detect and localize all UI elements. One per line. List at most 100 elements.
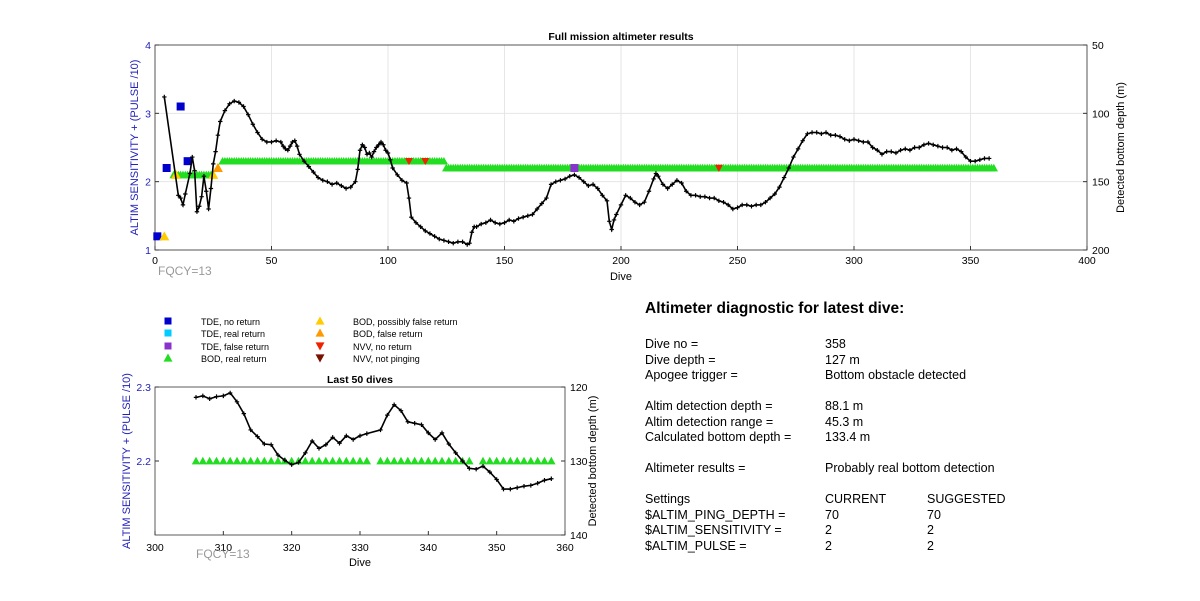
bottom-depth-point xyxy=(201,174,207,179)
bottom-depth-point xyxy=(684,189,689,194)
bottom-depth-point xyxy=(805,131,810,137)
bottom-depth-point xyxy=(567,174,572,179)
settings-label: Settings xyxy=(645,492,691,506)
tde-marker xyxy=(162,164,171,172)
bottom-depth-point xyxy=(791,154,796,160)
bottom-depth-point-2 xyxy=(344,433,349,439)
bod-real-return-marker xyxy=(389,456,399,465)
bottom-depth-point xyxy=(488,217,493,223)
x-tick-label: 250 xyxy=(729,255,747,267)
bottom-depth-point-2 xyxy=(234,399,240,404)
bottom-depth-point xyxy=(693,193,698,198)
bottom-depth-point xyxy=(553,179,558,184)
bottom-depth-point xyxy=(492,220,498,225)
bottom-depth-point xyxy=(390,165,395,171)
bottom-depth-point xyxy=(674,178,680,183)
bottom-depth-point xyxy=(211,161,216,167)
bottom-depth-point-2 xyxy=(391,402,397,407)
bod-marker xyxy=(208,169,219,179)
bottom-depth-point xyxy=(357,148,363,153)
bottom-depth-point xyxy=(371,149,377,154)
bottom-depth-point xyxy=(716,198,722,203)
x-tick-label: 200 xyxy=(612,255,630,267)
bottom-depth-point-2 xyxy=(480,463,486,469)
bottom-depth-point xyxy=(388,157,393,162)
legend-label: TDE, real return xyxy=(201,329,265,339)
dive-depth-label: Dive depth = xyxy=(645,352,716,367)
dive-depth-value: 127 m xyxy=(825,352,860,367)
bottom-depth-point-2 xyxy=(542,478,547,483)
bottom-depth-point xyxy=(176,193,181,198)
legend-label: BOD, false return xyxy=(353,329,423,339)
bottom-depth-point-2 xyxy=(309,438,315,444)
bottom-depth-point xyxy=(285,148,291,153)
x-axis-label-1: Dive xyxy=(610,271,632,283)
bod-real-return-marker xyxy=(383,456,392,465)
bottom-depth-point xyxy=(180,202,186,208)
bottom-depth-point xyxy=(451,240,456,246)
bottom-depth-point xyxy=(963,154,969,160)
bottom-depth-point xyxy=(292,138,297,143)
bottom-depth-point xyxy=(739,202,745,208)
bottom-depth-point xyxy=(250,122,256,127)
bottom-depth-line-2 xyxy=(195,391,552,490)
diagnostic-title: Altimeter diagnostic for latest dive: xyxy=(645,300,905,317)
bottom-depth-point xyxy=(497,221,503,227)
bottom-depth-point xyxy=(183,191,188,197)
bottom-depth-point-2 xyxy=(207,396,212,402)
bottom-depth-point xyxy=(977,157,983,162)
bottom-depth-point xyxy=(758,202,763,208)
y-right-tick-label: 200 xyxy=(1092,245,1110,257)
y-tick-label-2: 2.2 xyxy=(136,456,151,468)
pulse-current: 2 xyxy=(825,538,832,553)
bottom-depth-point xyxy=(339,183,344,188)
bottom-depth-point xyxy=(404,180,409,186)
bottom-depth-point-2 xyxy=(412,421,417,426)
bottom-depth-point-2 xyxy=(453,450,458,456)
bottom-depth-point-2 xyxy=(432,437,438,442)
bottom-depth-point xyxy=(763,199,768,205)
calc-depth-value: 133.4 m xyxy=(825,430,871,444)
bottom-depth-point xyxy=(912,145,917,150)
bottom-depth-point xyxy=(525,213,530,219)
bottom-depth-point xyxy=(259,137,265,142)
y-axis-label-1: ALTIM SENSITIVITY + (PULSE /10) xyxy=(129,60,141,236)
bottom-depth-point xyxy=(385,150,391,156)
bottom-depth-point xyxy=(698,194,703,199)
bottom-depth-point xyxy=(614,212,619,217)
bottom-depth-point xyxy=(227,101,232,106)
tde-marker xyxy=(153,232,162,241)
bottom-depth-point-2 xyxy=(473,466,479,472)
y-right-tick-label: 150 xyxy=(1092,177,1110,189)
bottom-depth-point xyxy=(968,158,973,164)
x-tick-label-2: 320 xyxy=(283,542,301,554)
bod-real-return-marker xyxy=(451,456,460,465)
bod-real-return-marker xyxy=(191,456,201,465)
bottom-depth-point-2 xyxy=(494,477,499,482)
bottom-depth-point xyxy=(479,221,484,227)
x-tick-label-2: 330 xyxy=(351,542,369,554)
bottom-depth-point-2 xyxy=(330,435,335,440)
bottom-depth-point-2 xyxy=(303,450,308,456)
bottom-depth-point-2 xyxy=(214,394,219,399)
bod-real-return-marker xyxy=(239,456,249,465)
bottom-depth-point-2 xyxy=(446,441,452,447)
bottom-depth-point xyxy=(795,146,801,152)
bottom-depth-point xyxy=(837,134,843,139)
bottom-depth-point xyxy=(940,145,945,150)
bottom-depth-point xyxy=(618,202,624,208)
bottom-depth-point-2 xyxy=(262,441,267,447)
bottom-depth-point xyxy=(204,189,209,194)
bottom-depth-point-2 xyxy=(350,437,356,442)
bottom-depth-point xyxy=(828,133,833,138)
bottom-depth-point xyxy=(306,164,311,169)
bottom-depth-point xyxy=(297,152,302,157)
bottom-depth-point xyxy=(218,119,223,124)
bottom-depth-point xyxy=(651,176,656,182)
bottom-depth-point xyxy=(364,152,370,157)
bottom-depth-point xyxy=(329,182,335,187)
tde-marker xyxy=(570,164,579,172)
bottom-depth-point xyxy=(383,148,388,153)
bottom-depth-point xyxy=(362,145,367,150)
bod-real-return-marker xyxy=(232,456,242,465)
